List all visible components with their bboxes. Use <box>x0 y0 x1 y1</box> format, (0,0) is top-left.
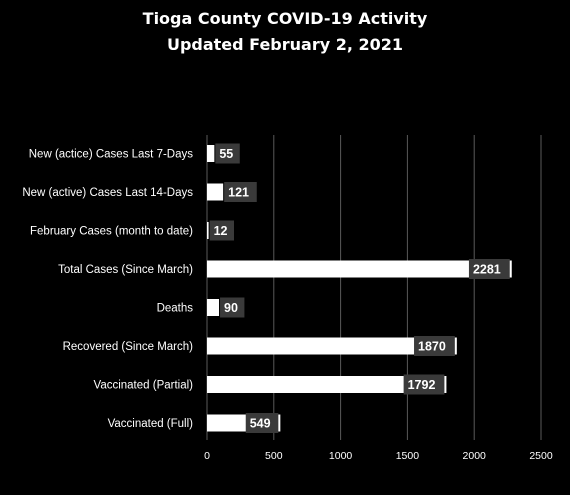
bar <box>207 260 512 278</box>
data-label-box <box>468 259 510 279</box>
bar <box>207 376 447 393</box>
data-label-box <box>215 143 240 164</box>
data-label: 1870 <box>418 340 446 354</box>
category-label: New (active) Cases Last 14-Days <box>22 187 193 199</box>
x-tick-label: 1000 <box>329 450 353 462</box>
x-tick-label: 1500 <box>396 450 420 462</box>
data-label: 90 <box>224 301 238 315</box>
category-label: Deaths <box>157 303 194 315</box>
bar <box>207 299 220 316</box>
data-label-box <box>220 297 245 318</box>
bar <box>207 183 224 201</box>
category-label: Vaccinated (Full) <box>108 418 194 430</box>
chart-title-line-1: Tioga County COVID-19 Activity <box>143 9 428 28</box>
category-label: Total Cases (Since March) <box>58 264 193 276</box>
category-label: Recovered (Since March) <box>63 341 194 353</box>
x-tick-label: 500 <box>265 450 283 462</box>
chart-title-line-2: Updated February 2, 2021 <box>167 35 403 54</box>
data-label: 55 <box>219 147 233 161</box>
data-label: 121 <box>228 186 249 200</box>
data-label-box <box>209 220 235 241</box>
category-label: Vaccinated (Partial) <box>94 380 194 392</box>
category-label: February Cases (month to date) <box>30 226 193 238</box>
data-label: 12 <box>214 224 228 238</box>
data-label-box <box>245 413 279 433</box>
data-label: 1792 <box>408 378 436 392</box>
data-label: 549 <box>250 417 271 431</box>
x-tick-labels: 0 500 1000 1500 2000 2500 <box>204 450 553 462</box>
category-labels: New (actice) Cases Last 7-Days New (activ… <box>22 149 193 431</box>
x-tick-label: 2000 <box>463 450 487 462</box>
bar <box>207 337 457 355</box>
bar <box>207 145 215 162</box>
data-label-box <box>403 374 445 395</box>
data-label-box <box>224 182 257 202</box>
bar <box>207 222 209 239</box>
category-label: New (actice) Cases Last 7-Days <box>29 149 193 161</box>
bars: 55 121 12 2281 90 1870 1792 549 <box>207 143 512 433</box>
x-tick-label: 2500 <box>529 450 553 462</box>
data-label: 2281 <box>473 263 501 277</box>
x-tick-label: 0 <box>204 450 210 462</box>
data-label-box <box>414 336 455 356</box>
